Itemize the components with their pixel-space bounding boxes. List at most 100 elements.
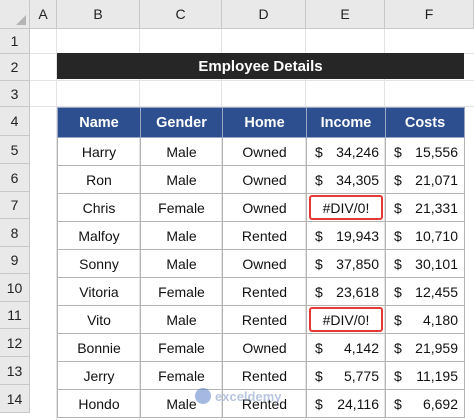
income-value: 34,305	[336, 172, 379, 188]
home-cell[interactable]: Owned	[222, 165, 307, 194]
column-header-f[interactable]: F	[385, 0, 474, 29]
gender-header-cell[interactable]: Gender	[140, 107, 223, 138]
row-header-1[interactable]: 1	[0, 29, 30, 54]
costs-cell[interactable]: $21,959	[385, 333, 465, 362]
costs-value: 21,071	[415, 172, 458, 188]
currency-symbol: $	[394, 284, 402, 300]
home-cell[interactable]: Owned	[222, 249, 307, 278]
income-error-cell[interactable]: #DIV/0!	[306, 305, 386, 334]
home-cell[interactable]: Rented	[222, 221, 307, 250]
gender-cell[interactable]: Male	[140, 221, 223, 250]
home-cell[interactable]: Owned	[222, 193, 307, 222]
costs-cell[interactable]: $30,101	[385, 249, 465, 278]
row-header-10[interactable]: 10	[0, 274, 30, 302]
income-cell[interactable]: $5,775	[306, 361, 386, 390]
column-header-e[interactable]: E	[306, 0, 385, 29]
income-value: 5,775	[343, 368, 379, 384]
select-all-corner[interactable]	[0, 0, 30, 29]
home-cell[interactable]: Rented	[222, 277, 307, 306]
name-cell[interactable]: Malfoy	[57, 221, 141, 250]
costs-value: 21,959	[415, 340, 458, 356]
currency-symbol: $	[394, 256, 402, 272]
currency-symbol: $	[315, 368, 323, 384]
row-header-7[interactable]: 7	[0, 192, 30, 219]
currency-symbol: $	[315, 340, 323, 356]
name-cell[interactable]: Jerry	[57, 361, 141, 390]
costs-value: 4,180	[422, 312, 458, 328]
gender-cell[interactable]: Male	[140, 165, 223, 194]
row-header-13[interactable]: 13	[0, 357, 30, 385]
currency-symbol: $	[315, 228, 323, 244]
income-cell[interactable]: $24,116	[306, 389, 386, 418]
income-cell[interactable]: $34,305	[306, 165, 386, 194]
employee-details-banner[interactable]: Employee Details	[57, 53, 464, 79]
row-header-14[interactable]: 14	[0, 385, 30, 413]
currency-symbol: $	[394, 228, 402, 244]
costs-cell[interactable]: $15,556	[385, 137, 465, 166]
table-row: Chris Female Owned #DIV/0! $21,331	[57, 193, 465, 222]
gender-cell[interactable]: Female	[140, 361, 223, 390]
select-all-triangle-icon	[16, 15, 26, 25]
home-cell[interactable]: Rented	[222, 305, 307, 334]
costs-cell[interactable]: $6,692	[385, 389, 465, 418]
name-cell[interactable]: Vito	[57, 305, 141, 334]
income-cell[interactable]: $19,943	[306, 221, 386, 250]
name-cell[interactable]: Harry	[57, 137, 141, 166]
gender-cell[interactable]: Female	[140, 193, 223, 222]
income-value: 37,850	[336, 256, 379, 272]
column-header-c[interactable]: C	[140, 0, 222, 29]
table-row: Bonnie Female Owned $4,142 $21,959	[57, 333, 465, 362]
column-header-d[interactable]: D	[222, 0, 306, 29]
costs-cell[interactable]: $12,455	[385, 277, 465, 306]
costs-cell[interactable]: $10,710	[385, 221, 465, 250]
row-header-11[interactable]: 11	[0, 302, 30, 329]
name-cell[interactable]: Chris	[57, 193, 141, 222]
gender-cell[interactable]: Male	[140, 389, 223, 418]
name-cell[interactable]: Hondo	[57, 389, 141, 418]
costs-cell[interactable]: $11,195	[385, 361, 465, 390]
currency-symbol: $	[315, 396, 323, 412]
gender-cell[interactable]: Female	[140, 277, 223, 306]
home-cell[interactable]: Rented	[222, 361, 307, 390]
name-cell[interactable]: Bonnie	[57, 333, 141, 362]
home-header-cell[interactable]: Home	[222, 107, 307, 138]
costs-cell[interactable]: $21,331	[385, 193, 465, 222]
home-cell[interactable]: Owned	[222, 333, 307, 362]
costs-header-cell[interactable]: Costs	[385, 107, 465, 138]
income-cell[interactable]: $37,850	[306, 249, 386, 278]
column-header-b[interactable]: B	[57, 0, 140, 29]
row-header-4[interactable]: 4	[0, 107, 30, 136]
gender-cell[interactable]: Male	[140, 305, 223, 334]
costs-value: 6,692	[422, 396, 458, 412]
column-header-a[interactable]: A	[30, 0, 57, 29]
gender-cell[interactable]: Male	[140, 137, 223, 166]
name-cell[interactable]: Ron	[57, 165, 141, 194]
costs-value: 12,455	[415, 284, 458, 300]
gender-cell[interactable]: Female	[140, 333, 223, 362]
row-header-2[interactable]: 2	[0, 54, 30, 81]
row-header-12[interactable]: 12	[0, 329, 30, 357]
income-cell[interactable]: $4,142	[306, 333, 386, 362]
table-row: Malfoy Male Rented $19,943 $10,710	[57, 221, 465, 250]
gridline	[56, 29, 57, 420]
table-row: Jerry Female Rented $5,775 $11,195	[57, 361, 465, 390]
income-cell[interactable]: $23,618	[306, 277, 386, 306]
name-cell[interactable]: Vitoria	[57, 277, 141, 306]
name-cell[interactable]: Sonny	[57, 249, 141, 278]
row-header-6[interactable]: 6	[0, 164, 30, 192]
row-header-8[interactable]: 8	[0, 219, 30, 247]
costs-cell[interactable]: $4,180	[385, 305, 465, 334]
row-header-5[interactable]: 5	[0, 136, 30, 164]
row-header-3[interactable]: 3	[0, 81, 30, 107]
income-cell[interactable]: $34,246	[306, 137, 386, 166]
table-row: Vitoria Female Rented $23,618 $12,455	[57, 277, 465, 306]
table-header-row: Name Gender Home Income Costs	[57, 107, 465, 138]
income-error-cell[interactable]: #DIV/0!	[306, 193, 386, 222]
home-cell[interactable]: Rented	[222, 389, 307, 418]
home-cell[interactable]: Owned	[222, 137, 307, 166]
income-header-cell[interactable]: Income	[306, 107, 386, 138]
row-header-9[interactable]: 9	[0, 247, 30, 274]
costs-cell[interactable]: $21,071	[385, 165, 465, 194]
name-header-cell[interactable]: Name	[57, 107, 141, 138]
gender-cell[interactable]: Male	[140, 249, 223, 278]
